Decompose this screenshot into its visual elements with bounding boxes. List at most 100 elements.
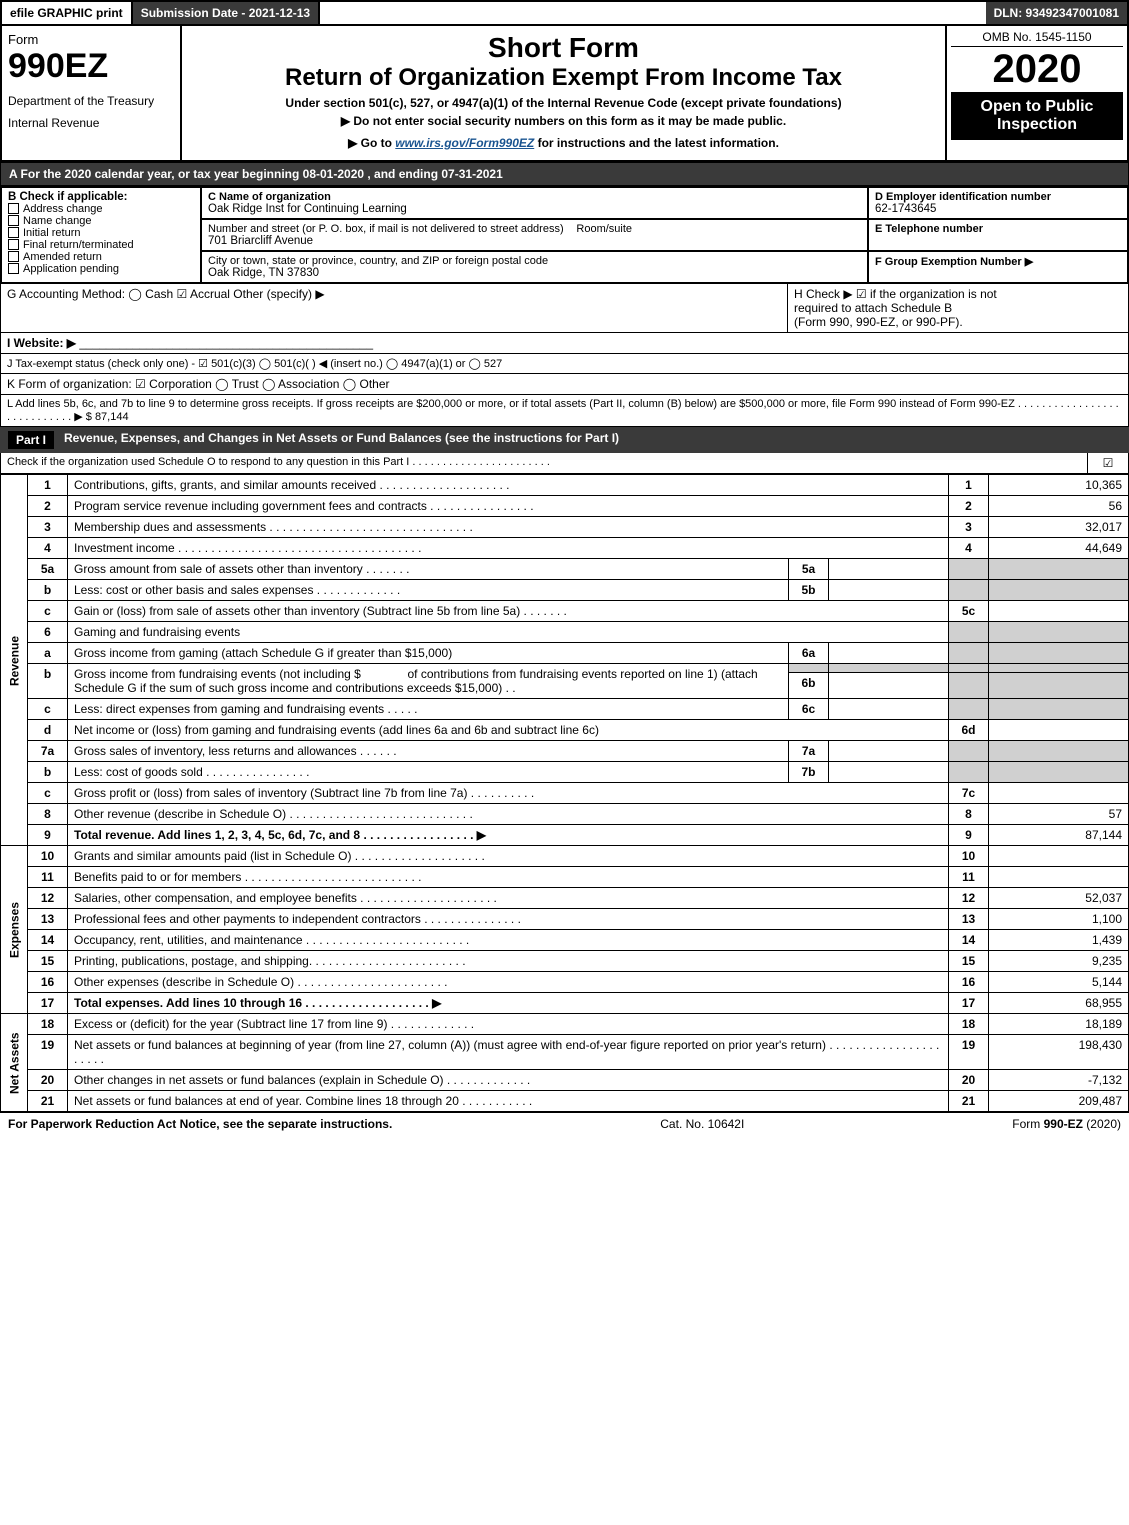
check-initial-return[interactable] xyxy=(8,227,19,238)
l14-rn: 14 xyxy=(949,930,989,951)
ein: 62-1743645 xyxy=(875,203,936,215)
top-bar: efile GRAPHIC print Submission Date - 20… xyxy=(0,0,1129,26)
c-label: C Name of organization xyxy=(208,191,331,203)
tax-year: 2020 xyxy=(951,47,1123,92)
l21-num: 21 xyxy=(28,1091,68,1112)
l5b-sn: 5b xyxy=(789,580,829,601)
l7c-rn: 7c xyxy=(949,783,989,804)
l11-num: 11 xyxy=(28,867,68,888)
section-h: H Check ▶ ☑ if the organization is not r… xyxy=(788,284,1128,332)
l6-text: Gaming and fundraising events xyxy=(68,622,949,643)
l6b-t1: Gross income from fundraising events (no… xyxy=(74,667,361,681)
b-item-1: Name change xyxy=(23,215,92,227)
l6a-num: a xyxy=(28,643,68,664)
b-item-0: Address change xyxy=(23,203,103,215)
l5a-text: Gross amount from sale of assets other t… xyxy=(68,559,789,580)
check-final-return[interactable] xyxy=(8,239,19,250)
h-line3: (Form 990, 990-EZ, or 990-PF). xyxy=(794,315,963,329)
footer-right: Form 990-EZ (2020) xyxy=(1012,1117,1121,1131)
l8-text: Other revenue (describe in Schedule O) .… xyxy=(68,804,949,825)
footer-left: For Paperwork Reduction Act Notice, see … xyxy=(8,1117,392,1131)
omb-number: OMB No. 1545-1150 xyxy=(951,30,1123,47)
dln: DLN: 93492347001081 xyxy=(986,2,1127,24)
l2-rn: 2 xyxy=(949,496,989,517)
part1-tag: Part I xyxy=(8,431,54,449)
l6c-sv xyxy=(829,699,949,720)
section-c-name: C Name of organization Oak Ridge Inst fo… xyxy=(201,187,868,219)
section-c-city: City or town, state or province, country… xyxy=(201,251,868,283)
l6a-sn: 6a xyxy=(789,643,829,664)
section-b: B Check if applicable: Address change Na… xyxy=(1,187,201,283)
l7c-num: c xyxy=(28,783,68,804)
check-name-change[interactable] xyxy=(8,215,19,226)
l10-num: 10 xyxy=(28,846,68,867)
footer-mid: Cat. No. 10642I xyxy=(660,1117,744,1131)
l7b-num: b xyxy=(28,762,68,783)
l8-num: 8 xyxy=(28,804,68,825)
l3-text: Membership dues and assessments . . . . … xyxy=(68,517,949,538)
l5b-num: b xyxy=(28,580,68,601)
l6a-text: Gross income from gaming (attach Schedul… xyxy=(68,643,789,664)
l7a-text: Gross sales of inventory, less returns a… xyxy=(68,741,789,762)
l1-num: 1 xyxy=(28,475,68,496)
l6b-sv xyxy=(829,672,949,698)
l13-num: 13 xyxy=(28,909,68,930)
l2-text: Program service revenue including govern… xyxy=(68,496,949,517)
l18-val: 18,189 xyxy=(989,1014,1129,1035)
l18-text: Excess or (deficit) for the year (Subtra… xyxy=(68,1014,949,1035)
l6d-num: d xyxy=(28,720,68,741)
l14-num: 14 xyxy=(28,930,68,951)
l7c-text: Gross profit or (loss) from sales of inv… xyxy=(68,783,949,804)
goto-instructions: ▶ Go to www.irs.gov/Form990EZ for instru… xyxy=(190,132,937,154)
l3-num: 3 xyxy=(28,517,68,538)
part1-check-text: Check if the organization used Schedule … xyxy=(7,456,550,468)
l1-text: Contributions, gifts, grants, and simila… xyxy=(68,475,949,496)
l6b-num: b xyxy=(28,664,68,699)
k-form-org: K Form of organization: ☑ Corporation ◯ … xyxy=(1,374,1128,394)
l15-text: Printing, publications, postage, and shi… xyxy=(68,951,949,972)
irs-link[interactable]: www.irs.gov/Form990EZ xyxy=(395,136,534,150)
street-label: Number and street (or P. O. box, if mail… xyxy=(208,223,564,235)
l5b-sv xyxy=(829,580,949,601)
l1-val: 10,365 xyxy=(989,475,1129,496)
row-l: L Add lines 5b, 6c, and 7b to line 9 to … xyxy=(0,395,1129,427)
l1-rn: 1 xyxy=(949,475,989,496)
l-text: L Add lines 5b, 6c, and 7b to line 9 to … xyxy=(7,398,1119,423)
l15-val: 9,235 xyxy=(989,951,1129,972)
check-amended-return[interactable] xyxy=(8,251,19,262)
revenue-label: Revenue xyxy=(1,475,28,846)
city: Oak Ridge, TN 37830 xyxy=(208,267,319,279)
ssn-warning: ▶ Do not enter social security numbers o… xyxy=(190,110,937,132)
form-word: Form xyxy=(8,32,174,47)
dept-irs: Internal Revenue xyxy=(8,116,174,130)
l5a-shade xyxy=(949,559,989,580)
org-name: Oak Ridge Inst for Continuing Learning xyxy=(208,203,407,215)
f-label: F Group Exemption Number ▶ xyxy=(875,256,1033,268)
l16-num: 16 xyxy=(28,972,68,993)
l5a-sn: 5a xyxy=(789,559,829,580)
l20-rn: 20 xyxy=(949,1070,989,1091)
check-address-change[interactable] xyxy=(8,203,19,214)
l16-text: Other expenses (describe in Schedule O) … xyxy=(68,972,949,993)
l6b-text: Gross income from fundraising events (no… xyxy=(68,664,789,699)
l13-val: 1,100 xyxy=(989,909,1129,930)
l2-num: 2 xyxy=(28,496,68,517)
form-header: Form 990EZ Department of the Treasury In… xyxy=(0,26,1129,162)
submission-date: Submission Date - 2021-12-13 xyxy=(133,2,320,24)
row-j: J Tax-exempt status (check only one) - ☑… xyxy=(0,354,1129,374)
room-label: Room/suite xyxy=(576,223,632,235)
l6d-rn: 6d xyxy=(949,720,989,741)
check-application-pending[interactable] xyxy=(8,263,19,274)
l12-text: Salaries, other compensation, and employ… xyxy=(68,888,949,909)
l16-rn: 16 xyxy=(949,972,989,993)
street: 701 Briarcliff Avenue xyxy=(208,235,313,247)
l7b-text: Less: cost of goods sold . . . . . . . .… xyxy=(68,762,789,783)
part1-title: Revenue, Expenses, and Changes in Net As… xyxy=(64,431,619,449)
row-i: I Website: ▶ ___________________________… xyxy=(0,333,1129,354)
row-k: K Form of organization: ☑ Corporation ◯ … xyxy=(0,374,1129,395)
l6a-sv xyxy=(829,643,949,664)
l5c-rn: 5c xyxy=(949,601,989,622)
goto-suffix: for instructions and the latest informat… xyxy=(538,136,779,150)
l20-val: -7,132 xyxy=(989,1070,1129,1091)
l6c-sn: 6c xyxy=(789,699,829,720)
